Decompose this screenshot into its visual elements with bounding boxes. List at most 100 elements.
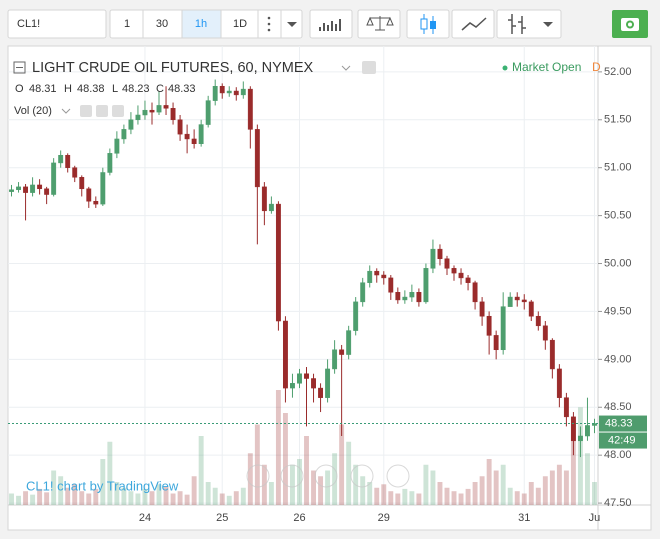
candle-body bbox=[585, 425, 590, 437]
volume-bar bbox=[339, 424, 345, 505]
candle-body bbox=[374, 270, 380, 276]
dropdown-icon[interactable] bbox=[287, 22, 297, 27]
candles bbox=[8, 79, 598, 458]
volume-bar bbox=[465, 488, 471, 505]
interval[interactable]: 1h bbox=[195, 18, 207, 30]
candle-body bbox=[367, 270, 373, 283]
nav-button[interactable] bbox=[314, 464, 338, 488]
candles-icon bbox=[430, 21, 436, 29]
y-tick-label: 49.00 bbox=[604, 353, 632, 365]
title-menu[interactable] bbox=[341, 65, 351, 71]
camera-icon bbox=[628, 22, 632, 27]
status-extra: D bbox=[592, 60, 601, 74]
nav-button[interactable] bbox=[280, 464, 304, 488]
candle-body bbox=[30, 184, 36, 193]
bar-type-icon bbox=[508, 14, 526, 34]
volume-bar bbox=[549, 470, 555, 505]
more-icon[interactable] bbox=[267, 16, 271, 32]
volume-bar bbox=[402, 488, 408, 505]
volume-bar bbox=[451, 491, 457, 505]
candle-body bbox=[149, 109, 155, 113]
candle-body bbox=[514, 296, 520, 301]
volume-bar bbox=[290, 464, 295, 505]
candle-body bbox=[493, 335, 499, 351]
candle-body bbox=[528, 301, 534, 317]
candle-body bbox=[458, 272, 464, 279]
settings-icon[interactable] bbox=[362, 61, 376, 74]
countdown-badge bbox=[599, 432, 647, 449]
candle-body bbox=[240, 88, 246, 96]
interval-active[interactable] bbox=[182, 10, 221, 38]
market-status: Market Open bbox=[512, 60, 581, 74]
candle-body bbox=[549, 339, 555, 370]
x-tick-label: 25 bbox=[216, 512, 228, 524]
candle-body bbox=[521, 299, 527, 303]
candle-body bbox=[23, 186, 29, 193]
ohlc-label: C bbox=[156, 83, 164, 95]
volume-bar bbox=[219, 493, 225, 505]
volume-bar bbox=[479, 476, 485, 505]
candle-body bbox=[212, 85, 218, 101]
candle-body bbox=[121, 129, 127, 140]
candle-body bbox=[226, 90, 232, 94]
candle-body bbox=[261, 186, 267, 212]
candle-body bbox=[135, 114, 141, 121]
volume-bar bbox=[79, 491, 85, 505]
volume-bar bbox=[507, 487, 513, 505]
candles-button[interactable] bbox=[406, 9, 450, 39]
candle-body bbox=[65, 154, 71, 168]
close-icon[interactable] bbox=[112, 105, 124, 117]
interval[interactable]: 1 bbox=[124, 18, 130, 30]
area-icon bbox=[461, 17, 487, 31]
area-button[interactable] bbox=[451, 9, 495, 39]
volume-bar bbox=[149, 491, 155, 505]
interval[interactable]: 30 bbox=[156, 18, 168, 30]
volume-bar bbox=[514, 491, 520, 505]
candle-body bbox=[114, 138, 120, 154]
volume-bar bbox=[409, 491, 415, 505]
nav-button[interactable] bbox=[350, 464, 374, 488]
chart-frame bbox=[7, 45, 652, 531]
volume-bar bbox=[521, 493, 527, 505]
volume-bar bbox=[437, 482, 443, 505]
candle-body bbox=[100, 172, 106, 205]
volume-bar bbox=[72, 484, 78, 505]
candle-body bbox=[58, 154, 64, 164]
axes: 47.50 48.00 48.50 49.00 49.50 50.00 50.50 51.00… bbox=[139, 66, 647, 524]
ohlc-value: 48.23 bbox=[122, 83, 150, 95]
chart-title: LIGHT CRUDE OIL FUTURES, 60, NYMEX bbox=[32, 60, 314, 76]
volume-bar bbox=[30, 494, 36, 505]
candle-body bbox=[44, 188, 50, 195]
candle-body bbox=[388, 277, 394, 293]
candle-body bbox=[163, 105, 169, 109]
symbol: CL1! bbox=[17, 18, 40, 30]
bar-type-button[interactable] bbox=[496, 9, 562, 39]
eye-icon[interactable] bbox=[80, 105, 92, 117]
collapse-icon[interactable] bbox=[13, 61, 26, 74]
volume-bar bbox=[268, 482, 274, 505]
volume-bar bbox=[156, 484, 162, 505]
nav-button[interactable] bbox=[246, 464, 270, 488]
ohlc-value: 48.33 bbox=[168, 83, 196, 95]
candle-body bbox=[304, 373, 309, 379]
ohlc-label: O bbox=[15, 83, 24, 95]
compare-button[interactable] bbox=[357, 9, 401, 39]
candle-body bbox=[479, 301, 485, 317]
volume-bar bbox=[51, 470, 57, 505]
interval[interactable]: 1D bbox=[233, 18, 247, 30]
volume-menu[interactable] bbox=[61, 108, 71, 114]
candle-body bbox=[233, 90, 239, 96]
volume-bar bbox=[346, 441, 352, 505]
volume-bar bbox=[65, 487, 71, 505]
volume-bar bbox=[23, 491, 29, 505]
volume-bar bbox=[472, 482, 478, 505]
candle-body bbox=[156, 105, 162, 113]
volume-bar bbox=[247, 453, 253, 505]
candle-body bbox=[37, 184, 43, 190]
volume-label: Vol (20) bbox=[14, 105, 52, 117]
dropdown-icon[interactable] bbox=[543, 22, 553, 27]
symbol-box[interactable] bbox=[7, 9, 107, 39]
toolbar: CL1! 1 30 1h 1D bbox=[7, 9, 648, 39]
settings-icon[interactable] bbox=[96, 105, 108, 117]
nav-button[interactable] bbox=[386, 464, 410, 488]
